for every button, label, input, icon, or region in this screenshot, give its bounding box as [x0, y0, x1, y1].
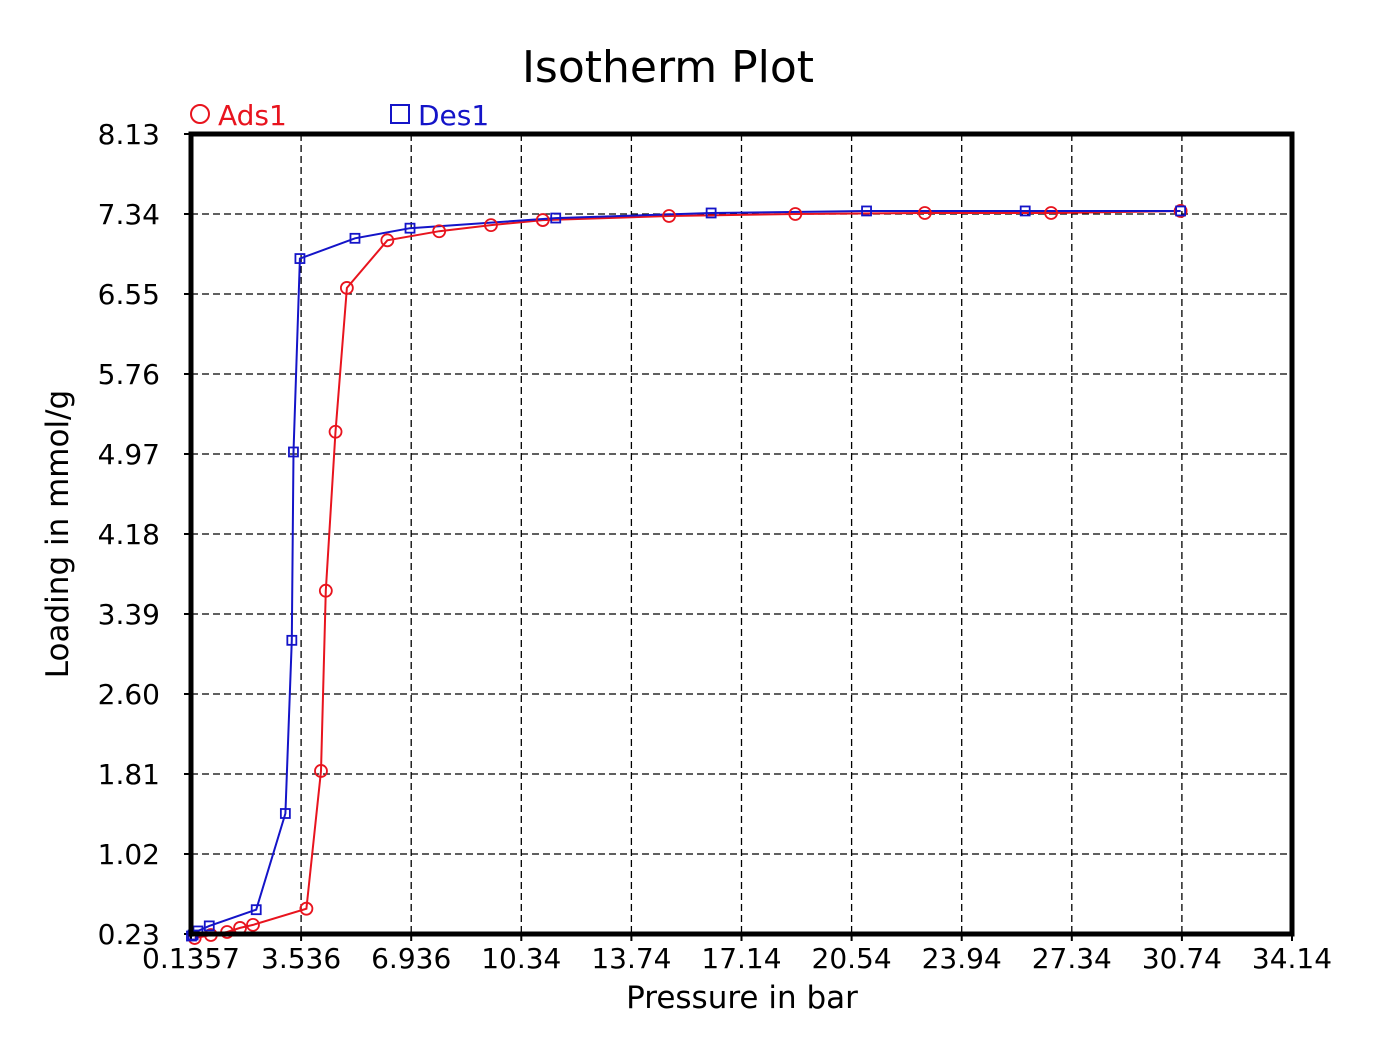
data-point-ads1 [314, 764, 328, 778]
y-tick-label: 8.13 [98, 118, 160, 151]
grid [191, 134, 1292, 934]
data-point-des1 [294, 253, 306, 264]
x-tick-label: 34.14 [1252, 942, 1332, 975]
y-tick-label: 1.02 [98, 838, 160, 871]
y-tick-label: 4.97 [98, 438, 160, 471]
y-tick-label: 1.81 [98, 758, 160, 791]
data-point-ads1 [339, 281, 354, 295]
x-tick-label: 0.1357 [142, 942, 240, 975]
data-point-ads1 [246, 917, 260, 932]
x-tick-label: 30.74 [1142, 942, 1222, 975]
y-axis-label: Loading in mmol/g [40, 390, 76, 678]
x-tick-label: 10.34 [481, 942, 561, 975]
x-tick-label: 23.94 [922, 942, 1002, 975]
data-point-ads1 [917, 206, 932, 220]
data-point-des1 [861, 205, 872, 217]
series-line-ads1 [194, 210, 1181, 940]
legend: Ads1 Des1 [190, 99, 489, 132]
x-axis-ticks: 0.1357 3.536 6.936 10.34 13.74 17.14 20.54 23.9… [142, 934, 1332, 975]
data-point-des1 [288, 446, 299, 458]
x-tick-label: 3.536 [261, 942, 341, 975]
y-tick-label: 6.55 [98, 278, 160, 311]
legend-label-ads1: Ads1 [218, 99, 287, 132]
data-point-ads1 [380, 233, 395, 248]
data-point-ads1 [328, 424, 343, 439]
data-point-ads1 [1173, 204, 1188, 218]
y-tick-label: 2.60 [98, 678, 160, 711]
chart-title: Isotherm Plot [522, 42, 814, 93]
x-tick-label: 13.74 [591, 942, 671, 975]
data-point-ads1 [662, 209, 676, 223]
data-point-des1 [550, 212, 562, 224]
data-point-des1 [1019, 205, 1031, 217]
x-tick-label: 20.54 [812, 942, 892, 975]
data-point-des1 [404, 222, 416, 234]
series-markers [186, 204, 1188, 945]
data-point-des1 [349, 232, 361, 244]
data-point-des1 [705, 207, 717, 219]
data-point-des1 [286, 634, 298, 646]
legend-label-des1: Des1 [418, 99, 489, 132]
data-point-ads1 [299, 901, 314, 916]
legend-marker-des1 [390, 104, 410, 124]
plot-frame [188, 131, 1295, 937]
y-axis-ticks: 0.23 1.02 1.81 2.60 3.39 4.18 4.97 5.76 6.55 7.34… [98, 118, 191, 951]
data-point-des1 [250, 904, 262, 916]
data-point-des1 [1175, 205, 1187, 217]
x-axis-label: Pressure in bar [626, 980, 858, 1016]
legend-marker-ads1 [190, 104, 210, 124]
data-point-des1 [279, 808, 291, 819]
y-tick-label: 4.18 [98, 518, 160, 551]
y-tick-label: 3.39 [98, 598, 160, 631]
data-point-ads1 [432, 224, 447, 239]
y-tick-label: 7.34 [98, 198, 160, 231]
series-lines [190, 210, 1181, 940]
data-point-ads1 [788, 207, 803, 221]
data-point-ads1 [318, 583, 333, 598]
data-point-des1 [203, 920, 215, 932]
y-tick-label: 5.76 [98, 358, 160, 391]
series-line-des1 [190, 210, 1181, 937]
x-tick-label: 6.936 [371, 942, 451, 975]
y-tick-label: 0.23 [98, 918, 160, 951]
data-point-ads1 [1044, 206, 1059, 220]
data-point-ads1 [484, 218, 498, 233]
x-tick-label: 27.34 [1032, 942, 1112, 975]
data-point-ads1 [535, 213, 550, 227]
x-tick-label: 17.14 [701, 942, 781, 975]
